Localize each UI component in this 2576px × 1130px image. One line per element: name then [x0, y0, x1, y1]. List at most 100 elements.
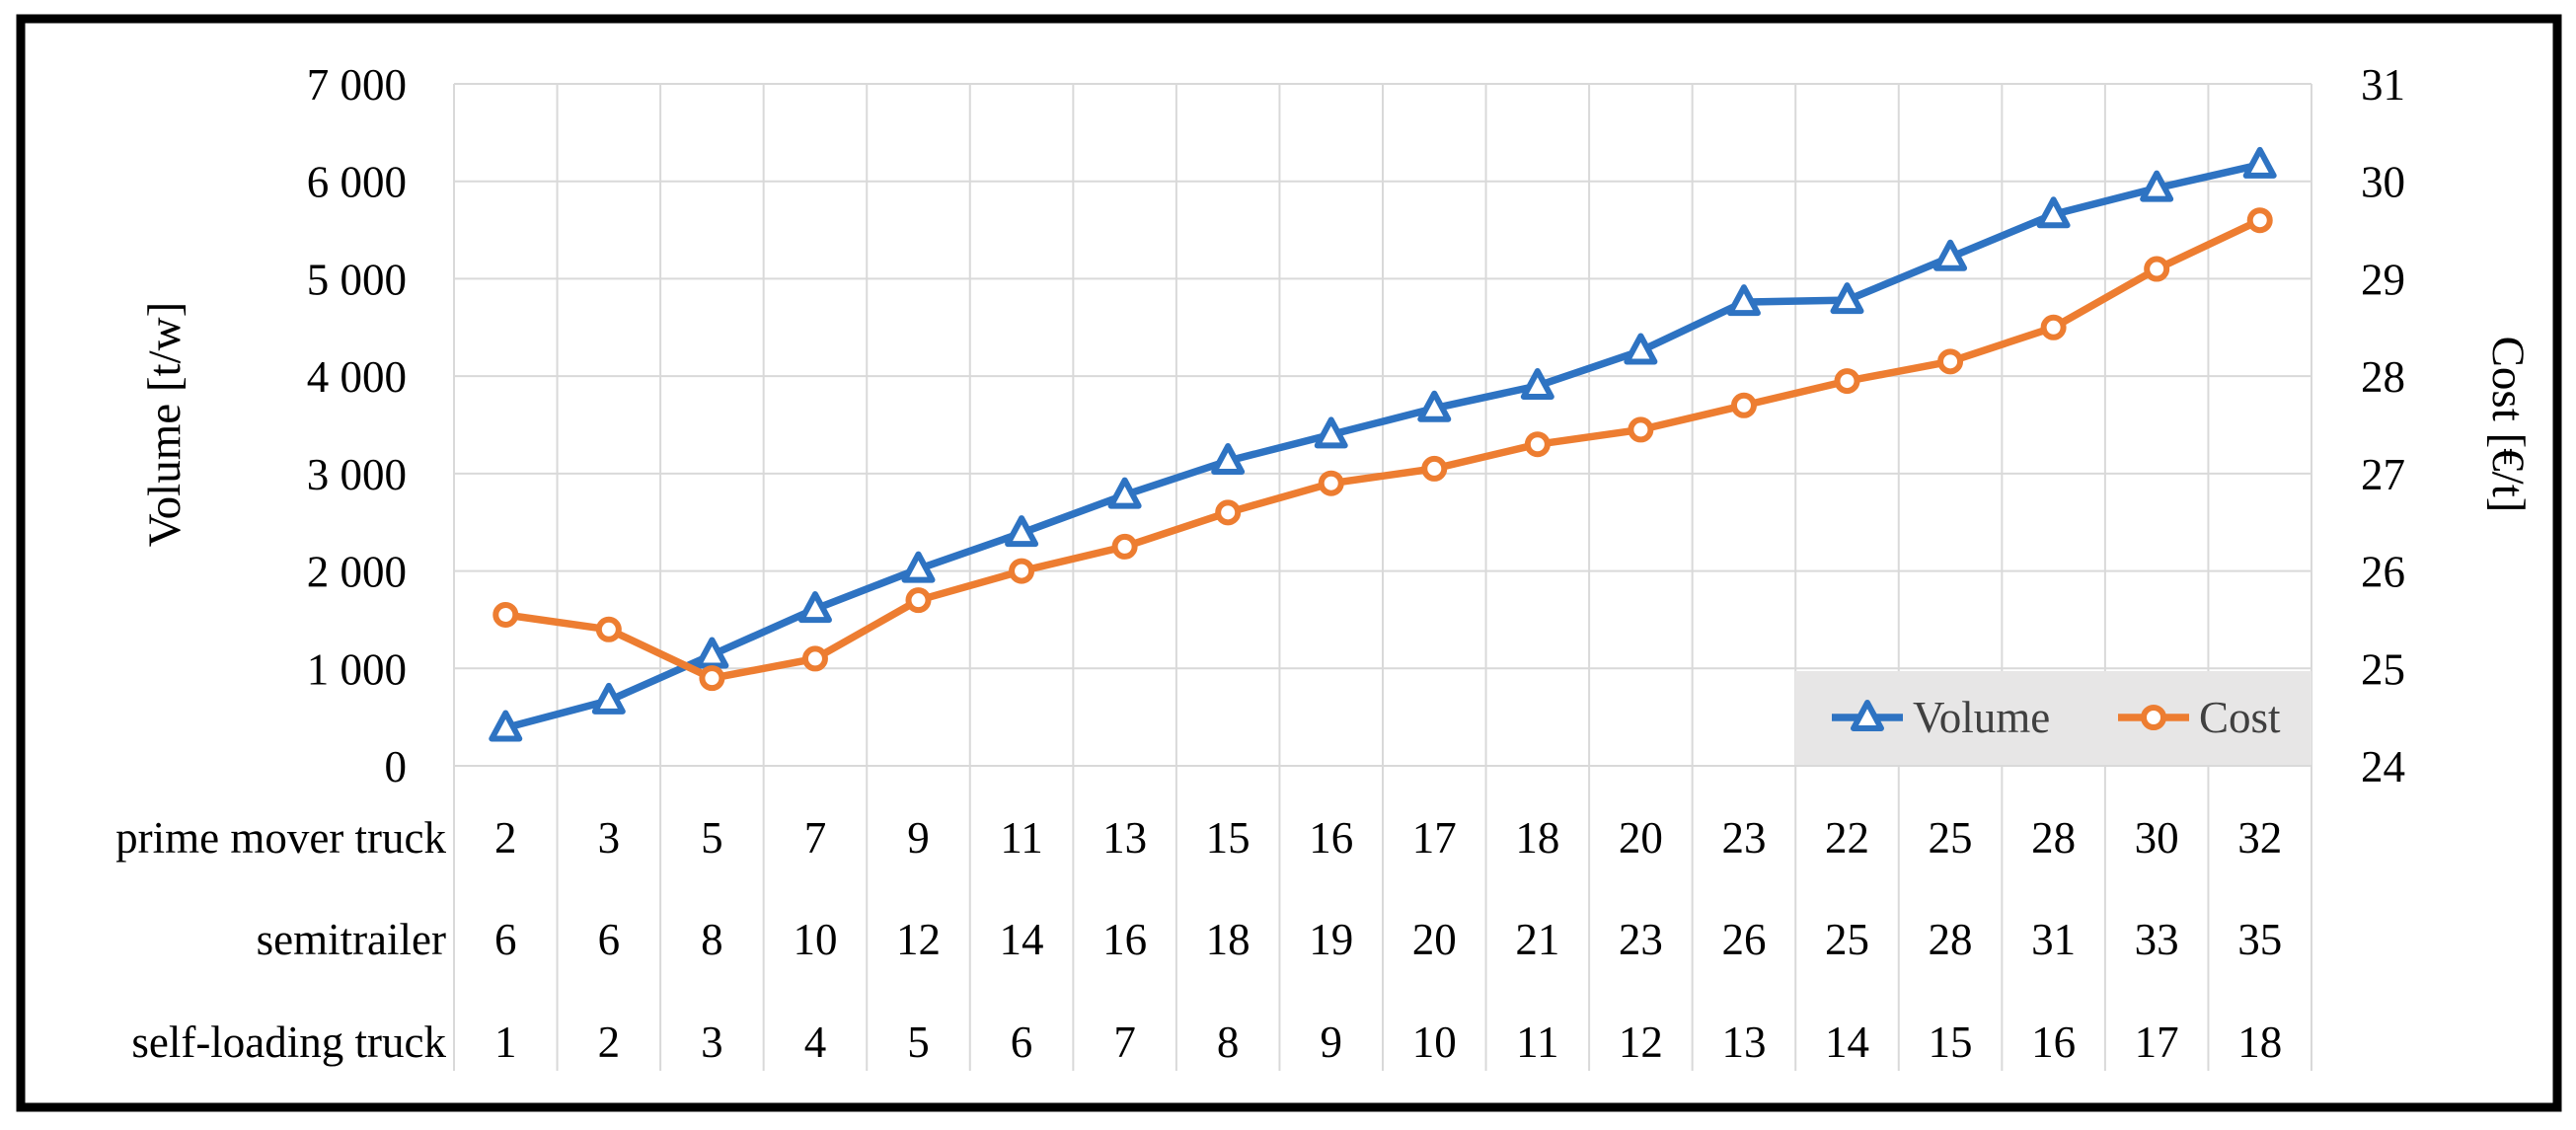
table-cell: 26 [1721, 915, 1766, 964]
category-table: prime mover truck 2 3 5 7 9 11 13 15 16 17 18 20 23 22… [115, 813, 2282, 1067]
table-cell: 12 [896, 915, 941, 964]
table-cell: 12 [1619, 1017, 1663, 1067]
table-cell: 32 [2237, 813, 2282, 863]
cost-data-marker [1421, 455, 1448, 482]
table-cell: 13 [1102, 813, 1147, 863]
left-axis-tick: 6 000 [307, 158, 407, 207]
table-cell: 18 [2237, 1017, 2282, 1067]
volume-data-marker [1624, 333, 1658, 365]
table-cell: 3 [598, 813, 621, 863]
volume-data-marker [2242, 146, 2277, 179]
table-cell: 2 [598, 1017, 621, 1067]
table-cell: 7 [804, 813, 827, 863]
table-cell: 30 [2135, 813, 2179, 863]
left-axis-tick: 0 [385, 742, 408, 791]
volume-data-marker [489, 710, 523, 742]
table-cell: 35 [2237, 915, 2282, 964]
table-cell: 7 [1113, 1017, 1136, 1067]
table-cell: 5 [907, 1017, 930, 1067]
volume-data-marker [695, 637, 729, 669]
cost-data-marker [492, 601, 519, 628]
volume-series-line [501, 161, 2264, 732]
table-cell: 19 [1309, 915, 1353, 964]
cost-data-marker [1937, 348, 1964, 375]
right-axis-tick: 24 [2361, 742, 2405, 791]
volume-data-marker [1314, 416, 1348, 449]
volume-data-marker [1933, 239, 1968, 271]
left-axis-tick: 2 000 [307, 548, 407, 597]
table-cell: 10 [1412, 1017, 1457, 1067]
volume-data-marker [797, 591, 832, 624]
table-cell: 18 [1515, 813, 1559, 863]
table-cell: 8 [701, 915, 723, 964]
cost-data-marker [2246, 207, 2273, 234]
table-cell: 28 [2031, 813, 2076, 863]
table-cell: 16 [1309, 813, 1353, 863]
volume-data-marker [1417, 390, 1452, 422]
volume-data-marker [1520, 368, 1554, 401]
table-cell: 8 [1217, 1017, 1240, 1067]
axis-ticks: 7 000 6 000 5 000 4 000 3 000 2 000 1 000 0 31 30… [307, 60, 2405, 791]
legend-label-volume: Volume [1913, 693, 2050, 742]
table-cell: 20 [1412, 915, 1457, 964]
table-cell: 1 [494, 1017, 517, 1067]
table-cell: 17 [2135, 1017, 2179, 1067]
right-axis-tick: 30 [2361, 158, 2405, 207]
volume-data-marker [1211, 443, 1246, 476]
right-axis-tick: 29 [2361, 255, 2405, 304]
right-axis-tick: 25 [2361, 644, 2405, 694]
volume-data-marker [2036, 196, 2071, 229]
cost-data-marker [2040, 314, 2067, 340]
legend-label-cost: Cost [2199, 693, 2281, 742]
series-layer [489, 146, 2277, 742]
table-cell: 13 [1721, 1017, 1766, 1067]
table-cell: 4 [804, 1017, 827, 1067]
table-cell: 33 [2135, 915, 2179, 964]
legend: Volume Cost [1795, 671, 2311, 765]
cost-data-marker [699, 665, 725, 692]
table-cell: 9 [907, 813, 930, 863]
table-cell: 25 [1825, 915, 1869, 964]
volume-data-marker [901, 551, 936, 583]
right-axis-tick: 31 [2361, 60, 2405, 110]
right-axis-tick: 26 [2361, 548, 2405, 597]
left-axis-title: Volume [t/w] [139, 302, 190, 547]
cost-data-marker [2144, 256, 2170, 282]
table-cell: 22 [1825, 813, 1869, 863]
cost-data-marker [801, 645, 828, 672]
table-cell: 20 [1619, 813, 1663, 863]
left-axis-tick: 7 000 [307, 60, 407, 110]
table-cell: 25 [1929, 813, 1973, 863]
table-cell: 16 [1102, 915, 1147, 964]
table-cell: 2 [494, 813, 517, 863]
right-axis-title: Cost [€/t] [2482, 337, 2534, 513]
table-cell: 14 [1825, 1017, 1869, 1067]
table-cell: 17 [1412, 813, 1457, 863]
volume-data-marker [2140, 170, 2174, 202]
table-cell: 9 [1320, 1017, 1342, 1067]
grid-layer [453, 83, 2312, 1071]
volume-data-marker [1830, 282, 1864, 315]
left-axis-tick: 1 000 [307, 644, 407, 694]
volume-data-marker [1005, 515, 1039, 548]
cost-data-marker [1318, 470, 1344, 496]
legend-circle-icon [2141, 705, 2166, 730]
volume-data-marker [1726, 284, 1761, 317]
volume-data-marker [1107, 477, 1142, 509]
table-cell: 3 [701, 1017, 723, 1067]
table-cell: 28 [1929, 915, 1973, 964]
cost-series-line [501, 216, 2264, 682]
table-cell: 14 [1000, 915, 1044, 964]
table-cell: 11 [1516, 1017, 1558, 1067]
right-axis-tick: 27 [2361, 450, 2405, 499]
cost-data-marker [1628, 416, 1654, 443]
cost-data-marker [1730, 392, 1757, 418]
table-cell: 21 [1515, 915, 1559, 964]
figure-border [16, 14, 2562, 1112]
left-axis-tick: 3 000 [307, 450, 407, 499]
table-cell: 15 [1929, 1017, 1973, 1067]
table-cell: 18 [1206, 915, 1250, 964]
table-cell: 6 [598, 915, 621, 964]
